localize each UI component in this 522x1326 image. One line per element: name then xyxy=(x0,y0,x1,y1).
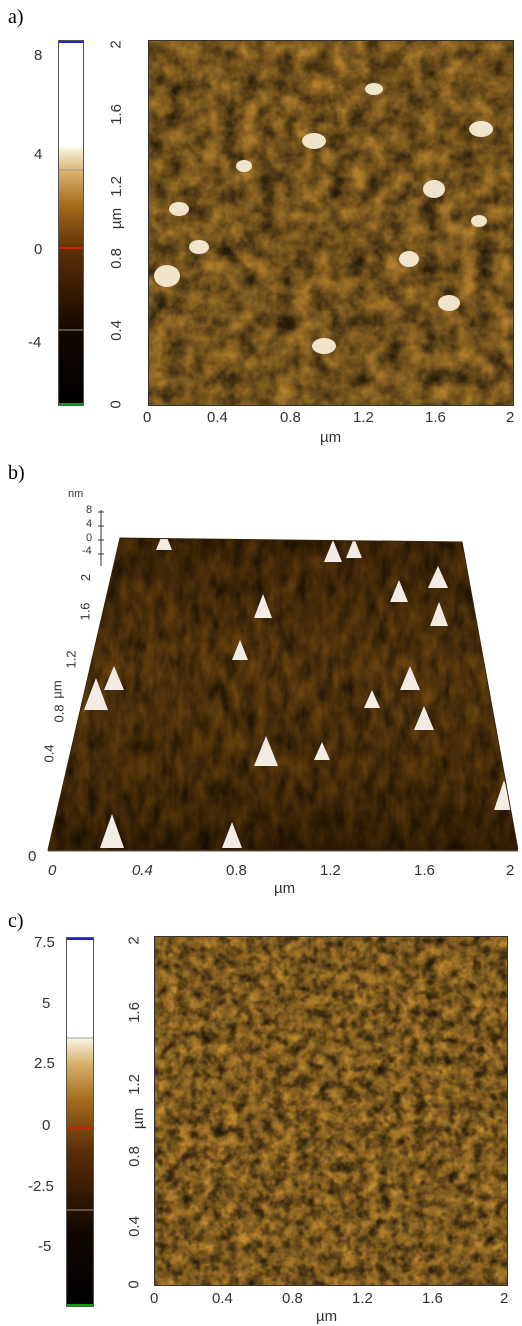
panel-a-x-tick: 0 xyxy=(143,409,152,426)
panel-a-x-tick: 1.6 xyxy=(425,409,446,426)
panel-c-colorbar-gradient xyxy=(67,938,93,1306)
panel-a-x-tick: 0.4 xyxy=(207,409,228,426)
panel-c-y-axis-label: µm xyxy=(130,1107,148,1130)
panel-c-colorbar-tick: -5 xyxy=(38,1238,52,1255)
panel-b-z-axis-line xyxy=(98,510,104,566)
panel-c-y-tick: 0 xyxy=(125,1280,143,1289)
panel-b-letter: b) xyxy=(8,462,25,484)
panel-a-colorbar-tick: 8 xyxy=(34,47,43,64)
panel-b-z-tick: -4 xyxy=(82,545,92,557)
panel-a-colorbar-gradient xyxy=(59,41,83,405)
panel-a-y-axis-label: µm xyxy=(108,207,126,230)
panel-c-x-tick: 1.6 xyxy=(422,1290,443,1307)
panel-a-y-tick: 0 xyxy=(107,400,125,409)
panel-a-x-axis-label: µm xyxy=(320,429,342,446)
panel-b-x-tick: 2 xyxy=(506,862,515,879)
panel-b-x-axis-label: µm xyxy=(274,880,296,897)
panel-c-y-tick: 1.2 xyxy=(125,1074,143,1095)
panel-b-x-tick: 1.6 xyxy=(414,862,435,879)
panel-c-colorbar-tick: 0 xyxy=(42,1117,51,1134)
panel-a-colorbar-tick: -4 xyxy=(28,334,42,351)
panel-b-y-tick: 0 xyxy=(28,848,37,865)
panel-a-y-tick: 0.8 xyxy=(107,248,125,269)
panel-c-x-tick: 1.2 xyxy=(352,1290,373,1307)
panel-c-colorbar xyxy=(66,937,94,1307)
panel-c-colorbar-tick: 7.5 xyxy=(34,934,55,951)
panel-a-colorbar-tick: 4 xyxy=(34,146,43,163)
panel-b-x-tick: 0.4 xyxy=(132,862,153,879)
panel-c-letter: c) xyxy=(8,910,24,932)
panel-b-afm-3d-surface xyxy=(47,537,518,852)
panel-c-x-tick: 0 xyxy=(150,1290,159,1307)
panel-a-x-tick: 2 xyxy=(506,409,515,426)
panel-a-x-tick: 1.2 xyxy=(353,409,374,426)
panel-b-z-unit: nm xyxy=(68,488,84,500)
panel-a-colorbar xyxy=(58,40,84,406)
panel-c-x-tick: 2 xyxy=(500,1290,509,1307)
panel-a-afm-height-map xyxy=(148,40,514,406)
panel-b-z-tick: 8 xyxy=(86,504,93,516)
panel-b-z-tick: 0 xyxy=(86,532,93,544)
panel-a-letter: a) xyxy=(8,6,24,28)
panel-a-y-tick: 2 xyxy=(107,40,125,49)
panel-b-x-tick: 1.2 xyxy=(320,862,341,879)
panel-c-afm-height-map xyxy=(154,936,508,1286)
panel-a-colorbar-tick: 0 xyxy=(34,241,43,258)
panel-c-x-tick: 0.4 xyxy=(212,1290,233,1307)
panel-c-y-tick: 2 xyxy=(125,936,143,945)
panel-c-colorbar-tick: 2.5 xyxy=(34,1055,55,1072)
panel-a-y-tick: 0.4 xyxy=(107,320,125,341)
panel-a-y-tick: 1.2 xyxy=(107,176,125,197)
panel-a-x-tick: 0.8 xyxy=(280,409,301,426)
panel-c-x-tick: 0.8 xyxy=(282,1290,303,1307)
panel-a-y-tick: 1.6 xyxy=(107,104,125,125)
panel-c-colorbar-tick: -2.5 xyxy=(28,1178,54,1195)
panel-c-y-tick: 0.8 xyxy=(125,1146,143,1167)
panel-c-y-tick: 1.6 xyxy=(125,1002,143,1023)
panel-b-x-tick: 0.8 xyxy=(226,862,247,879)
panel-b-z-tick: 4 xyxy=(86,518,93,530)
panel-c-x-axis-label: µm xyxy=(316,1308,338,1325)
panel-b-x-tick: 0 xyxy=(48,862,57,879)
panel-c-y-tick: 0.4 xyxy=(125,1216,143,1237)
panel-c-colorbar-tick: 5 xyxy=(42,995,51,1012)
